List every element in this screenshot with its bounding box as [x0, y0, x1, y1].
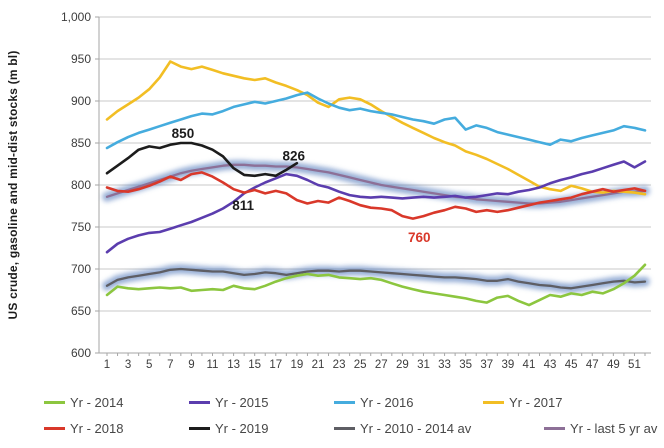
legend-swatch-yr-2015 [189, 400, 210, 404]
legend-label-yr-2014: Yr - 2014 [70, 394, 124, 410]
legend-label-yr-2010-2014-av: Yr - 2010 - 2014 av [360, 420, 472, 436]
x-axis-tick-label: 19 [290, 359, 303, 371]
y-axis-tick-label: 950 [71, 52, 91, 66]
x-axis-tick-label: 47 [586, 359, 599, 371]
legend-label-yr-2018: Yr - 2018 [70, 420, 124, 436]
x-axis-tick-label: 17 [269, 359, 282, 371]
x-axis-tick-label: 49 [607, 359, 620, 371]
annotation-811: 811 [232, 198, 254, 213]
series-line-yr-2016 [105, 91, 647, 150]
legend-item-yr-2014: Yr - 2014 [44, 394, 123, 410]
x-axis-tick-label: 11 [207, 359, 219, 371]
legend-swatch-yr-last-5-yr-av [544, 426, 565, 430]
x-axis-tick-label: 1 [104, 359, 110, 371]
series-line-yr-2019 [105, 141, 299, 178]
x-axis-tick-label: 39 [501, 359, 514, 371]
legend-swatch-yr-2014 [44, 400, 65, 404]
series-line-yr-2015 [105, 160, 647, 254]
legend-swatch-yr-2010-2014-av [334, 426, 355, 430]
x-axis-tick-label: 25 [354, 359, 367, 371]
y-axis-tick-label: 800 [71, 178, 91, 192]
x-axis-tick-label: 31 [417, 359, 430, 371]
x-axis-tick-label: 9 [188, 359, 194, 371]
legend-label-yr-2019: Yr - 2019 [215, 420, 269, 436]
x-axis-tick-label: 27 [375, 359, 388, 371]
x-axis-tick-label: 13 [227, 359, 240, 371]
legend-label-yr-2015: Yr - 2015 [215, 394, 269, 410]
annotation-850: 850 [172, 126, 195, 141]
series-line-yr-2010-2014-av [105, 267, 647, 290]
legend-swatch-yr-2018 [44, 426, 65, 430]
x-axis-tick-label: 41 [523, 359, 536, 371]
legend-swatch-yr-2016 [334, 400, 355, 404]
x-axis-tick-label: 15 [248, 359, 261, 371]
x-axis-tick-label: 33 [438, 359, 451, 371]
x-axis-tick-label: 5 [146, 359, 152, 371]
series-line-yr-last-5-yr-av [105, 163, 647, 205]
y-axis-tick-label: 750 [71, 220, 91, 234]
y-axis-tick-label: 650 [71, 304, 91, 318]
y-axis-tick-label: 700 [71, 262, 91, 276]
x-axis-tick-label: 3 [125, 359, 131, 371]
legend-label-yr-last-5-yr-av: Yr - last 5 yr av [570, 420, 658, 436]
annotation-760: 760 [408, 230, 431, 245]
legend-item-yr-2019: Yr - 2019 [189, 420, 268, 436]
legend-swatch-yr-2019 [189, 426, 210, 430]
x-axis-tick-label: 45 [565, 359, 578, 371]
x-axis-tick-label: 7 [167, 359, 173, 371]
x-axis-tick-label: 29 [396, 359, 409, 371]
y-axis-tick-label: 600 [71, 346, 91, 360]
legend-item-yr-2015: Yr - 2015 [189, 394, 268, 410]
x-axis-tick-label: 43 [544, 359, 557, 371]
series-line-yr-2014 [105, 263, 647, 307]
legend-item-yr-2016: Yr - 2016 [334, 394, 413, 410]
legend-item-yr-2017: Yr - 2017 [483, 394, 562, 410]
legend-swatch-yr-2017 [483, 400, 504, 404]
y-axis-tick-label: 1,000 [61, 10, 91, 24]
x-axis-tick-label: 21 [312, 359, 325, 371]
x-axis-tick-label: 23 [333, 359, 346, 371]
y-axis-tick-label: 850 [71, 136, 91, 150]
legend-item-yr-2018: Yr - 2018 [44, 420, 123, 436]
series-line-yr-2017 [105, 60, 647, 196]
x-axis-tick-label: 37 [480, 359, 493, 371]
legend-label-yr-2016: Yr - 2016 [360, 394, 414, 410]
x-axis-tick-label: 35 [459, 359, 472, 371]
x-axis-tick-label: 51 [628, 359, 641, 371]
annotation-826: 826 [282, 148, 305, 163]
y-axis-tick-label: 900 [71, 94, 91, 108]
legend-label-yr-2017: Yr - 2017 [509, 394, 563, 410]
legend-item-yr-2010-2014-av: Yr - 2010 - 2014 av [334, 420, 471, 436]
series-line-yr-2018 [105, 171, 647, 220]
legend-item-yr-last-5-yr-av: Yr - last 5 yr av [544, 420, 657, 436]
